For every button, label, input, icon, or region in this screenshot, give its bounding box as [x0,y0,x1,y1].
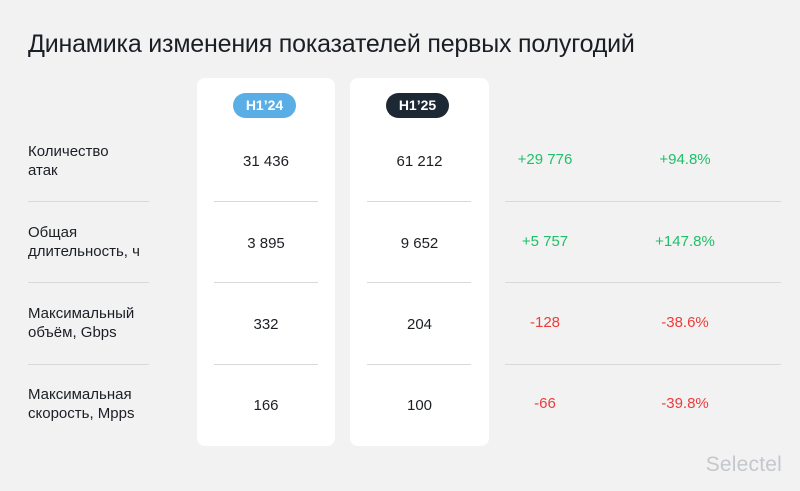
h1-25-value: 204 [406,316,433,333]
row-divider [367,282,471,283]
h1-24-header-pill: H1’24 [233,93,296,118]
row-label-line2: атак [28,162,58,179]
delta-absolute: -128 [529,314,561,331]
h1-25-column-card [350,78,489,446]
row-label-line2: скорость, Mpps [28,405,135,422]
delta-percent: +94.8% [659,151,711,168]
row-label-line1: Общая [28,224,78,241]
row-label-duration: Общая длительность, ч [28,223,178,261]
row-divider [505,201,781,202]
row-label-attacks: Количество атак [28,142,178,180]
row-label-line2: длительность, ч [28,243,140,260]
h1-25-value: 9 652 [400,235,439,252]
row-label-line1: Количество [28,143,109,160]
h1-24-column-card [197,78,335,446]
row-divider [505,364,781,365]
h1-24-value: 332 [253,316,279,333]
row-divider [28,364,149,365]
row-divider [214,201,318,202]
row-label-max-speed: Максимальная скорость, Mpps [28,385,178,423]
h1-25-value: 100 [406,397,433,414]
row-divider [367,364,471,365]
delta-percent: -39.8% [661,395,709,412]
delta-absolute: +29 776 [517,151,573,168]
selectel-logo: Selectel [705,453,782,476]
delta-absolute: -66 [534,395,556,412]
row-label-line1: Максимальная [28,386,132,403]
row-divider [367,201,471,202]
row-divider [28,282,149,283]
h1-24-value: 166 [253,397,279,414]
row-label-line1: Максимальный [28,305,135,322]
row-divider [214,364,318,365]
delta-percent: +147.8% [655,233,715,250]
delta-absolute: +5 757 [521,233,569,250]
row-divider [505,282,781,283]
h1-24-value: 3 895 [247,235,285,252]
h1-25-value: 61 212 [396,153,443,170]
h1-24-value: 31 436 [243,153,289,170]
row-divider [214,282,318,283]
h1-25-header-pill: H1’25 [386,93,449,118]
row-divider [28,201,149,202]
delta-percent: -38.6% [661,314,709,331]
page-title: Динамика изменения показателей первых по… [28,30,635,58]
row-label-line2: объём, Gbps [28,324,117,341]
row-label-max-volume: Максимальный объём, Gbps [28,304,178,342]
